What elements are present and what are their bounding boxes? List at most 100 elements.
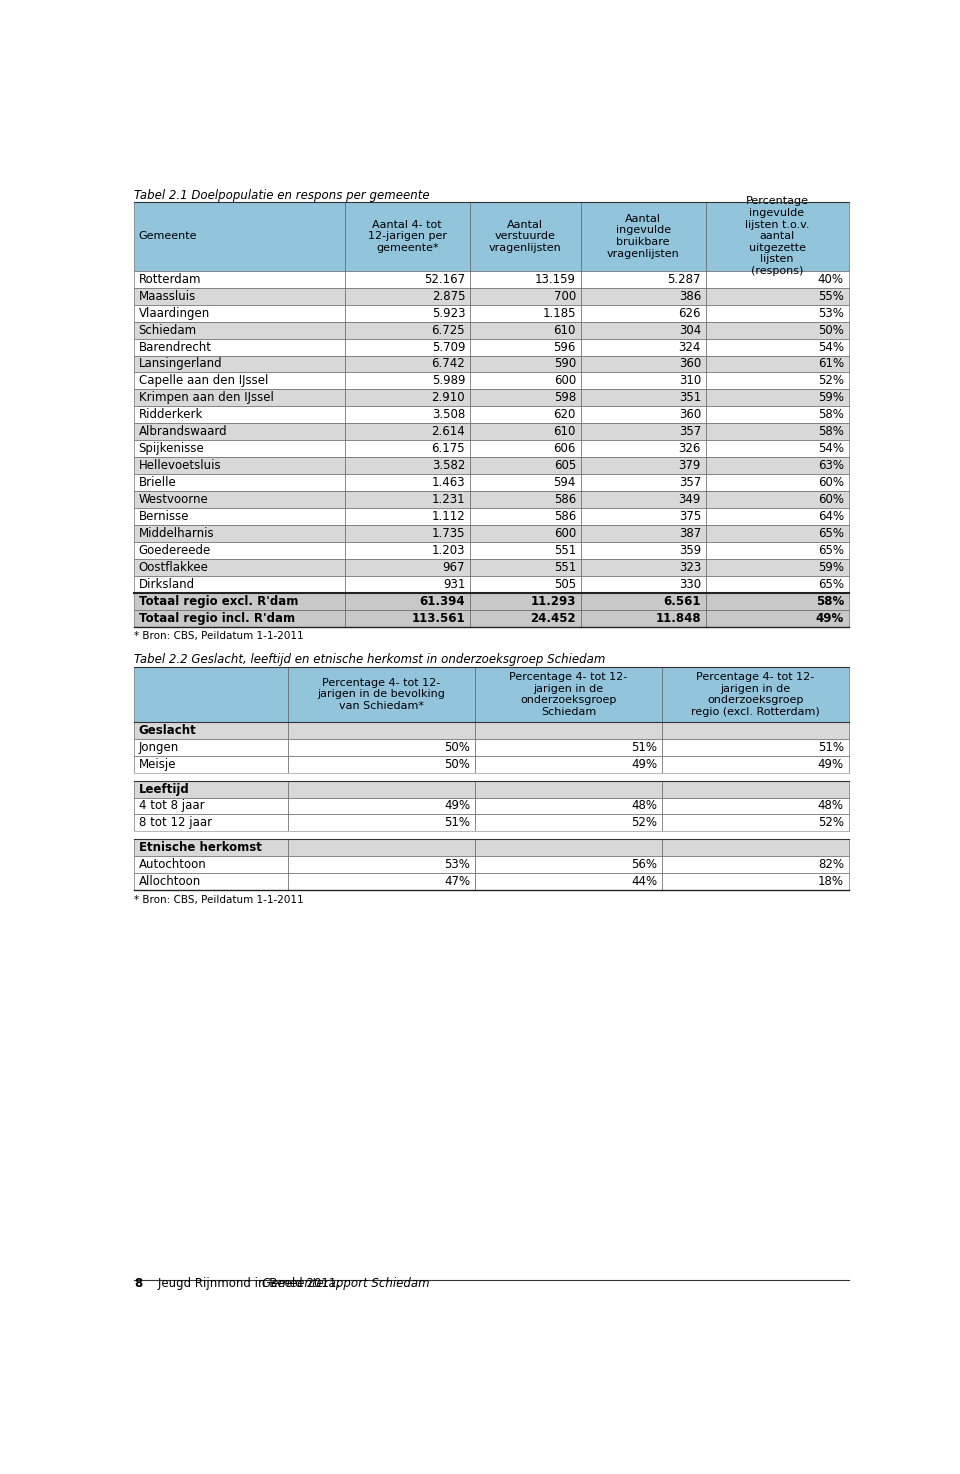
Text: 59%: 59% — [818, 392, 844, 404]
Text: Jongen: Jongen — [138, 741, 179, 753]
Text: 11.293: 11.293 — [531, 594, 576, 607]
Bar — [662, 722, 849, 738]
Text: 551: 551 — [554, 544, 576, 557]
Bar — [662, 839, 849, 856]
Text: 60%: 60% — [818, 492, 844, 506]
Bar — [345, 373, 469, 389]
Text: Maassluis: Maassluis — [138, 290, 196, 302]
Text: 2.614: 2.614 — [431, 426, 466, 438]
Text: 51%: 51% — [632, 741, 658, 753]
Text: 605: 605 — [554, 458, 576, 472]
Text: 40%: 40% — [818, 273, 844, 286]
Text: 49%: 49% — [816, 612, 844, 625]
Text: 5.923: 5.923 — [432, 307, 466, 320]
Text: 51%: 51% — [444, 817, 470, 830]
Text: Allochtoon: Allochtoon — [138, 876, 201, 887]
Bar — [134, 373, 345, 389]
Text: 351: 351 — [679, 392, 701, 404]
Bar — [581, 321, 706, 339]
Text: 65%: 65% — [818, 578, 844, 591]
Bar — [706, 593, 849, 610]
Bar — [134, 339, 345, 355]
Bar — [288, 873, 475, 890]
Text: 360: 360 — [679, 408, 701, 422]
Text: 5.287: 5.287 — [667, 273, 701, 286]
Text: 2.910: 2.910 — [431, 392, 466, 404]
Text: 65%: 65% — [818, 544, 844, 557]
Text: 323: 323 — [679, 560, 701, 573]
Bar — [345, 475, 469, 491]
Bar — [134, 491, 345, 509]
Text: 58%: 58% — [818, 408, 844, 422]
Text: 54%: 54% — [818, 442, 844, 455]
Text: 931: 931 — [443, 578, 466, 591]
Bar — [706, 271, 849, 287]
Bar — [581, 491, 706, 509]
Bar — [345, 559, 469, 576]
Bar — [345, 542, 469, 559]
Bar — [288, 781, 475, 797]
Text: 5.709: 5.709 — [432, 340, 466, 354]
Text: 59%: 59% — [818, 560, 844, 573]
Text: Brielle: Brielle — [138, 476, 177, 489]
Text: 54%: 54% — [818, 340, 844, 354]
Text: 50%: 50% — [818, 324, 844, 336]
Bar — [345, 457, 469, 475]
Bar — [134, 576, 345, 593]
Text: 1.735: 1.735 — [432, 526, 466, 539]
Text: 47%: 47% — [444, 876, 470, 887]
Bar — [134, 559, 345, 576]
Bar — [581, 339, 706, 355]
Text: Gemeenterapport Schiedam: Gemeenterapport Schiedam — [262, 1278, 429, 1290]
Text: Barendrecht: Barendrecht — [138, 340, 211, 354]
Bar — [475, 856, 662, 873]
Bar — [469, 202, 581, 271]
Bar — [134, 593, 345, 610]
Bar — [134, 542, 345, 559]
Text: 379: 379 — [679, 458, 701, 472]
Text: 52%: 52% — [632, 817, 658, 830]
Text: Rotterdam: Rotterdam — [138, 273, 201, 286]
Text: Meisje: Meisje — [138, 758, 176, 771]
Text: Etnische herkomst: Etnische herkomst — [138, 842, 261, 853]
Text: Hellevoetsluis: Hellevoetsluis — [138, 458, 221, 472]
Bar — [134, 525, 345, 542]
Text: 590: 590 — [554, 358, 576, 370]
Bar — [581, 202, 706, 271]
Text: Aantal
verstuurde
vragenlijsten: Aantal verstuurde vragenlijsten — [489, 220, 562, 252]
Bar — [475, 772, 662, 781]
Text: 50%: 50% — [444, 758, 470, 771]
Text: Dirksland: Dirksland — [138, 578, 195, 591]
Bar — [706, 610, 849, 626]
Text: 1.463: 1.463 — [431, 476, 466, 489]
Bar — [662, 873, 849, 890]
Bar — [134, 610, 345, 626]
Bar — [469, 287, 581, 305]
Bar — [134, 873, 288, 890]
Text: 48%: 48% — [632, 799, 658, 812]
Bar — [581, 271, 706, 287]
Text: 700: 700 — [554, 290, 576, 302]
Text: 387: 387 — [679, 526, 701, 539]
Text: 330: 330 — [679, 578, 701, 591]
Bar — [345, 321, 469, 339]
Text: Vlaardingen: Vlaardingen — [138, 307, 210, 320]
Bar — [581, 542, 706, 559]
Bar — [662, 815, 849, 831]
Bar — [345, 593, 469, 610]
Text: 386: 386 — [679, 290, 701, 302]
Bar — [134, 831, 288, 839]
Text: 8 tot 12 jaar: 8 tot 12 jaar — [138, 817, 212, 830]
Bar — [475, 781, 662, 797]
Bar — [469, 305, 581, 321]
Bar — [134, 722, 288, 738]
Text: Geslacht: Geslacht — [138, 724, 197, 737]
Text: 52%: 52% — [818, 374, 844, 388]
Text: 626: 626 — [679, 307, 701, 320]
Bar — [345, 441, 469, 457]
Bar — [134, 797, 288, 815]
Bar — [469, 271, 581, 287]
Text: Krimpen aan den IJssel: Krimpen aan den IJssel — [138, 392, 274, 404]
Text: 52%: 52% — [818, 817, 844, 830]
Bar — [581, 305, 706, 321]
